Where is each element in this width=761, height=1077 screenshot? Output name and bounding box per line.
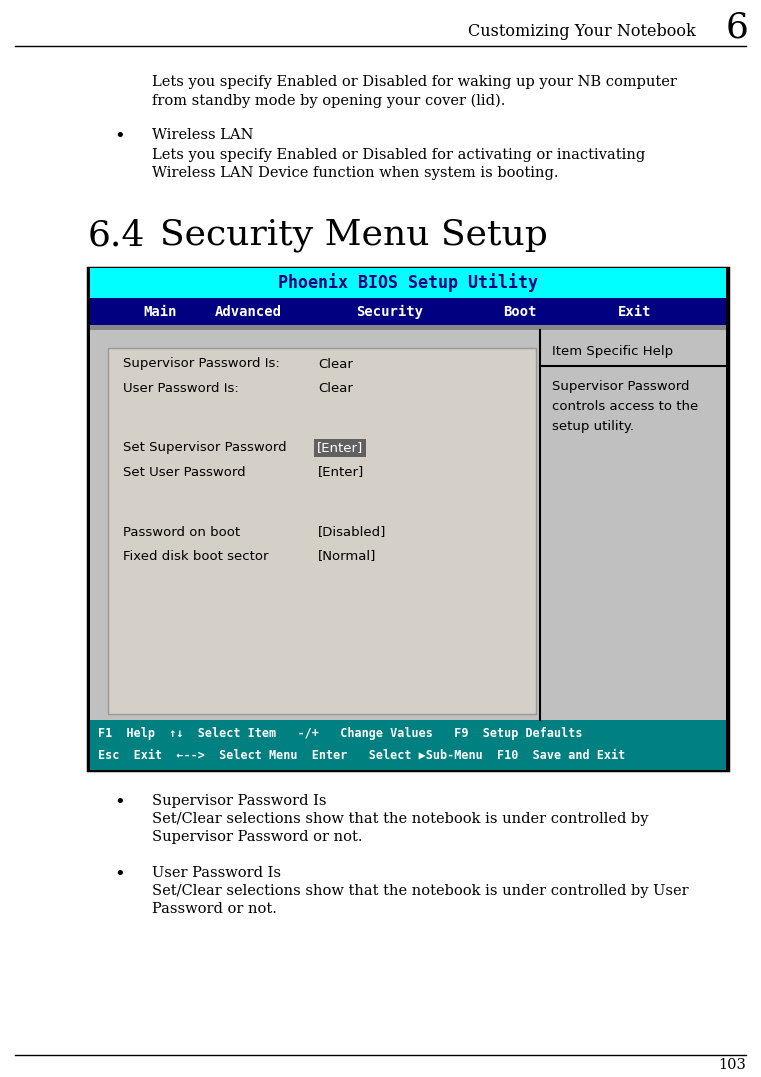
Text: Phoenix BIOS Setup Utility: Phoenix BIOS Setup Utility — [278, 274, 538, 293]
Text: •: • — [115, 794, 126, 812]
Bar — [90, 721, 726, 770]
Text: Security: Security — [356, 305, 424, 319]
Text: Set User Password: Set User Password — [123, 465, 246, 478]
Bar — [88, 268, 728, 770]
Text: Security Menu Setup: Security Menu Setup — [160, 218, 548, 252]
Text: 103: 103 — [718, 1058, 746, 1072]
Bar — [90, 330, 726, 721]
Text: [Disabled]: [Disabled] — [318, 526, 387, 538]
Text: [Normal]: [Normal] — [318, 549, 377, 562]
Text: Lets you specify Enabled or Disabled for waking up your NB computer
from standby: Lets you specify Enabled or Disabled for… — [152, 75, 677, 108]
Text: •: • — [115, 128, 126, 146]
Text: Exit: Exit — [618, 305, 651, 319]
Bar — [90, 298, 726, 325]
Text: Password on boot: Password on boot — [123, 526, 240, 538]
Text: F1  Help  ↑↓  Select Item   -/+   Change Values   F9  Setup Defaults: F1 Help ↑↓ Select Item -/+ Change Values… — [98, 727, 582, 740]
Text: [Enter]: [Enter] — [318, 465, 365, 478]
Text: 6: 6 — [725, 11, 748, 45]
Text: [Enter]: [Enter] — [317, 442, 363, 454]
Text: Wireless LAN: Wireless LAN — [152, 128, 253, 142]
Text: •: • — [115, 866, 126, 884]
Text: 6.4: 6.4 — [88, 218, 145, 252]
Text: Clear: Clear — [318, 358, 353, 370]
Bar — [108, 348, 536, 714]
Text: Fixed disk boot sector: Fixed disk boot sector — [123, 549, 269, 562]
Text: Set/Clear selections show that the notebook is under controlled by User
Password: Set/Clear selections show that the noteb… — [152, 884, 689, 917]
Text: Set Supervisor Password: Set Supervisor Password — [123, 442, 287, 454]
Text: Main: Main — [143, 305, 177, 319]
Text: User Password Is: User Password Is — [152, 866, 281, 880]
Bar — [314, 439, 366, 457]
Text: Lets you specify Enabled or Disabled for activating or inactivating
Wireless LAN: Lets you specify Enabled or Disabled for… — [152, 148, 645, 181]
Text: Advanced: Advanced — [215, 305, 282, 319]
Text: Customizing Your Notebook: Customizing Your Notebook — [468, 24, 706, 41]
Text: Clear: Clear — [318, 381, 353, 394]
Text: Item Specific Help: Item Specific Help — [552, 346, 673, 359]
Bar — [90, 268, 726, 298]
Text: Supervisor Password
controls access to the
setup utility.: Supervisor Password controls access to t… — [552, 380, 699, 433]
Text: Esc  Exit  ←-->  Select Menu  Enter   Select ▶Sub-Menu  F10  Save and Exit: Esc Exit ←--> Select Menu Enter Select ▶… — [98, 749, 626, 761]
Text: Boot: Boot — [503, 305, 537, 319]
Text: Supervisor Password Is:: Supervisor Password Is: — [123, 358, 280, 370]
Bar — [90, 325, 726, 330]
Text: Set/Clear selections show that the notebook is under controlled by
Supervisor Pa: Set/Clear selections show that the noteb… — [152, 812, 648, 844]
Text: User Password Is:: User Password Is: — [123, 381, 239, 394]
Text: Supervisor Password Is: Supervisor Password Is — [152, 794, 326, 808]
